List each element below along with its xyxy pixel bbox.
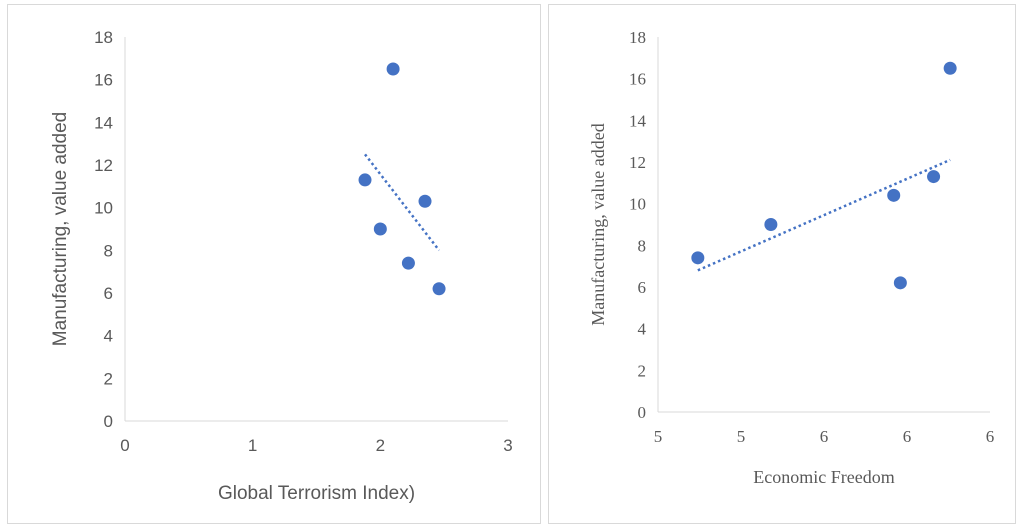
data-point: [418, 194, 432, 208]
data-point: [386, 62, 400, 76]
y-tick-label: 10: [629, 195, 646, 214]
chart-panel-terrorism: Manufacturing, value added Global Terror…: [7, 4, 541, 524]
x-tick-label: 5: [654, 427, 663, 446]
x-tick-label: 1: [248, 436, 257, 455]
y-tick-label: 14: [94, 113, 113, 132]
x-tick-label: 0: [120, 436, 129, 455]
y-tick-label: 2: [104, 369, 113, 388]
data-point: [927, 170, 941, 184]
y-tick-label: 8: [104, 241, 113, 260]
scatter-chart-economic-freedom: Manufacturing, value added Economic Free…: [588, 28, 995, 487]
y-tick-label: 12: [629, 153, 646, 172]
data-point: [691, 251, 705, 265]
data-point: [432, 282, 446, 296]
x-tick-label: 3: [503, 436, 512, 455]
x-tick-label: 6: [903, 427, 912, 446]
y-tick-label: 18: [94, 28, 113, 47]
x-tick-label: 2: [376, 436, 385, 455]
y-tick-label: 2: [638, 361, 647, 380]
y-axis-title: Manufacturing, value added: [50, 112, 71, 347]
data-point: [358, 173, 372, 187]
y-axis-title: Manufacturing, value added: [588, 123, 608, 325]
x-tick-label: 5: [737, 427, 746, 446]
x-tick-label: 6: [820, 427, 829, 446]
x-axis-title: Global Terrorism Index): [218, 483, 415, 504]
data-point: [373, 222, 387, 236]
y-tick-label: 0: [638, 403, 647, 422]
y-tick-label: 16: [629, 70, 646, 89]
y-tick-label: 6: [104, 284, 113, 303]
y-tick-label: 10: [94, 199, 113, 218]
trendline: [697, 158, 951, 272]
y-tick-label: 8: [638, 236, 647, 255]
x-axis-title: Economic Freedom: [753, 467, 894, 487]
y-tick-label: 18: [629, 28, 646, 47]
y-tick-label: 0: [104, 412, 113, 431]
y-tick-label: 6: [638, 278, 647, 297]
data-point: [401, 256, 415, 270]
y-tick-label: 14: [629, 111, 647, 130]
x-tick-label: 6: [986, 427, 995, 446]
data-point: [893, 276, 907, 290]
y-tick-label: 12: [94, 156, 113, 175]
trendline: [364, 153, 441, 252]
scatter-chart-terrorism: Manufacturing, value added Global Terror…: [50, 28, 513, 504]
y-tick-label: 16: [94, 71, 113, 90]
y-tick-label: 4: [104, 327, 113, 346]
data-point: [764, 218, 778, 231]
y-tick-label: 4: [638, 320, 647, 339]
data-point: [943, 61, 957, 75]
chart-panel-economic-freedom: Manufacturing, value added Economic Free…: [548, 4, 1016, 524]
data-point: [887, 188, 901, 202]
